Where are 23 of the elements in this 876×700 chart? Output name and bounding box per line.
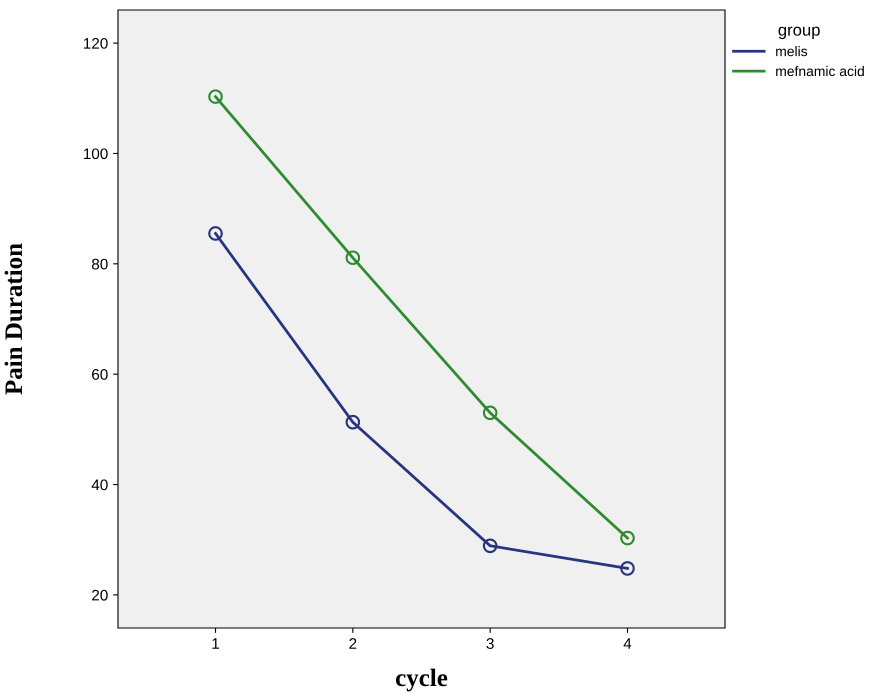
point	[208, 89, 223, 104]
x-tick-label: 1	[212, 638, 220, 649]
y-tick-label: 80	[92, 258, 108, 270]
y-axis-title: Pain Duration	[4, 243, 22, 395]
x-tick-label: 4	[624, 638, 632, 649]
legend-title: group	[778, 26, 820, 40]
legend-label: melis	[776, 46, 808, 56]
y-tick-label: 120	[84, 38, 108, 49]
point	[482, 406, 498, 420]
point	[620, 530, 635, 546]
point	[346, 250, 360, 266]
y-tick-label: 20	[92, 590, 108, 601]
x-tick-label: 3	[486, 638, 494, 649]
legend-label: mefnamic acid	[776, 66, 864, 76]
point	[482, 538, 498, 554]
point	[346, 414, 360, 430]
y-tick-label: 40	[92, 479, 108, 490]
point	[208, 226, 223, 241]
y-tick-label: 100	[84, 148, 108, 160]
point	[620, 561, 635, 576]
x-tick-label: 2	[349, 638, 356, 649]
x-axis-title: cycle	[396, 668, 448, 692]
y-tick-label: 60	[92, 369, 108, 380]
